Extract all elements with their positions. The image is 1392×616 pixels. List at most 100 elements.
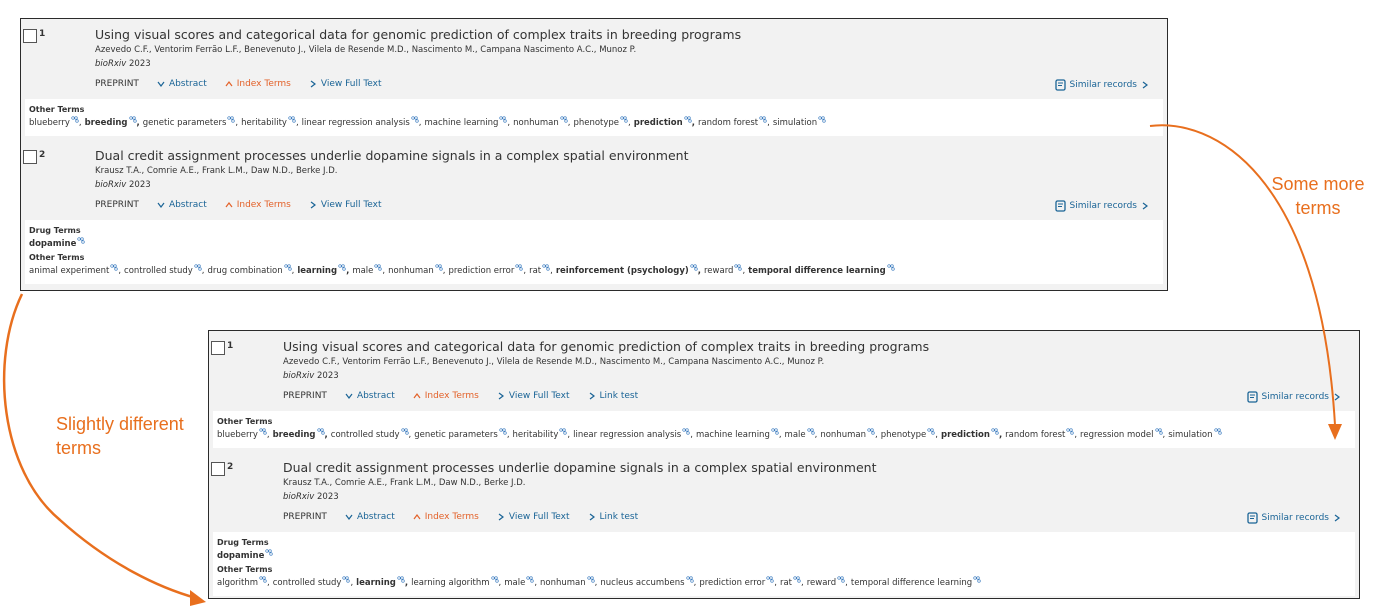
term[interactable]: prediction error [448, 264, 529, 276]
similar-text: Similar records [1261, 392, 1330, 402]
annotation: Some more terms [1271, 174, 1365, 218]
term-heading: Other Terms [29, 105, 85, 114]
action-link[interactable]: Index Terms [413, 512, 479, 522]
action-link[interactable]: Abstract [345, 391, 395, 401]
term[interactable]: learning algorithm [411, 576, 504, 588]
record-title[interactable]: Using visual scores and categorical data… [283, 339, 930, 354]
term[interactable]: heritability [513, 428, 573, 440]
action-link[interactable]: Abstract [157, 79, 207, 89]
term[interactable]: nonhuman [388, 264, 448, 276]
checkbox[interactable] [23, 29, 37, 43]
checkbox[interactable] [211, 341, 225, 355]
action-link[interactable]: Abstract [157, 200, 207, 210]
term[interactable]: learning [297, 264, 352, 276]
action-text: View Full Text [320, 79, 382, 89]
term[interactable]: heritability [241, 116, 302, 128]
action-link[interactable]: View Full Text [497, 512, 570, 522]
term[interactable]: drug combination [207, 264, 297, 276]
term[interactable]: reward [704, 264, 748, 276]
term[interactable]: nucleus accumbens [600, 576, 699, 588]
record-header: 2 Dual credit assignment processes underl… [21, 140, 1167, 220]
term[interactable]: dopamine [217, 549, 273, 561]
term-icon [690, 264, 698, 271]
term-icon [288, 116, 296, 123]
term[interactable]: linear regression analysis [302, 116, 425, 128]
term-text: prediction [940, 430, 990, 440]
similar-records[interactable]: Similar records [1054, 200, 1150, 212]
term[interactable]: random forest [698, 116, 773, 128]
record-title[interactable]: Using visual scores and categorical data… [95, 27, 742, 42]
term[interactable]: random forest [1005, 428, 1080, 440]
term[interactable]: male [785, 428, 820, 440]
term-icon [194, 264, 202, 271]
term[interactable]: prediction [940, 428, 1005, 440]
term[interactable]: learning [356, 576, 411, 588]
term-heading: Drug Terms [29, 226, 81, 235]
term[interactable]: male [504, 576, 540, 588]
record-number: 2 [227, 462, 234, 472]
term[interactable]: prediction [634, 116, 698, 128]
term[interactable]: phenotype [573, 116, 634, 128]
term[interactable]: machine learning [425, 116, 513, 128]
term[interactable]: animal experiment [29, 264, 124, 276]
record-title[interactable]: Dual credit assignment processes underli… [283, 460, 877, 475]
term[interactable]: male [352, 264, 388, 276]
term[interactable]: prediction error [699, 576, 780, 588]
term-icon [259, 576, 267, 583]
similar-records[interactable]: Similar records [1246, 391, 1342, 403]
term-text: learning [297, 266, 338, 276]
chevron-icon [310, 201, 316, 209]
checkbox[interactable] [211, 462, 225, 476]
action-link[interactable]: Index Terms [413, 391, 479, 401]
action-link[interactable]: Link test [588, 512, 638, 522]
action-link[interactable]: Abstract [345, 512, 395, 522]
term-icon [1213, 428, 1222, 435]
term[interactable]: regression model [1080, 428, 1168, 440]
chevron-icon [589, 513, 595, 521]
term[interactable]: controlled study [124, 264, 207, 276]
term-text: nonhuman [820, 430, 866, 440]
record-title[interactable]: Dual credit assignment processes underli… [95, 148, 689, 163]
checkbox[interactable] [23, 150, 37, 164]
action-link[interactable]: View Full Text [497, 391, 570, 401]
action-link[interactable]: View Full Text [309, 200, 382, 210]
term[interactable]: genetic parameters [414, 428, 513, 440]
actions: PREPRINT Abstract Index Terms View Full Tex… [283, 512, 638, 522]
similar-records[interactable]: Similar records [1054, 79, 1150, 91]
term[interactable]: breeding [273, 428, 331, 440]
term[interactable]: machine learning [696, 428, 785, 440]
similar-records[interactable]: Similar records [1246, 512, 1342, 524]
term[interactable]: algorithm [217, 576, 273, 588]
term[interactable]: reward [807, 576, 851, 588]
term-icon [435, 264, 443, 271]
term[interactable]: simulation [773, 116, 826, 128]
term[interactable]: rat [780, 576, 807, 588]
term[interactable]: phenotype [881, 428, 941, 440]
term-icon [973, 576, 981, 583]
term[interactable]: simulation [1168, 428, 1222, 440]
term-icon [759, 116, 767, 123]
term[interactable]: breeding [85, 116, 143, 128]
action-link[interactable]: Link test [588, 391, 638, 401]
action-link[interactable]: View Full Text [309, 79, 382, 89]
term[interactable]: reinforcement (psychology) [556, 264, 704, 276]
term[interactable]: blueberry [217, 428, 273, 440]
action-text: View Full Text [508, 512, 570, 522]
term[interactable]: rat [529, 264, 556, 276]
term[interactable]: temporal difference learning [748, 264, 895, 276]
term[interactable]: controlled study [273, 576, 356, 588]
term-icon [259, 428, 267, 435]
term[interactable]: genetic parameters [143, 116, 241, 128]
term[interactable]: linear regression analysis [573, 428, 696, 440]
term[interactable]: controlled study [331, 428, 414, 440]
term[interactable]: temporal difference learning [851, 576, 981, 588]
action-link[interactable]: Index Terms [225, 79, 291, 89]
term[interactable]: blueberry [29, 116, 85, 128]
term[interactable]: nonhuman [820, 428, 881, 440]
chevron-icon [589, 392, 595, 400]
term[interactable]: dopamine [29, 237, 85, 249]
term[interactable]: nonhuman [513, 116, 573, 128]
action-link[interactable]: Index Terms [225, 200, 291, 210]
term-text: blueberry [29, 118, 70, 128]
term[interactable]: nonhuman [540, 576, 600, 588]
